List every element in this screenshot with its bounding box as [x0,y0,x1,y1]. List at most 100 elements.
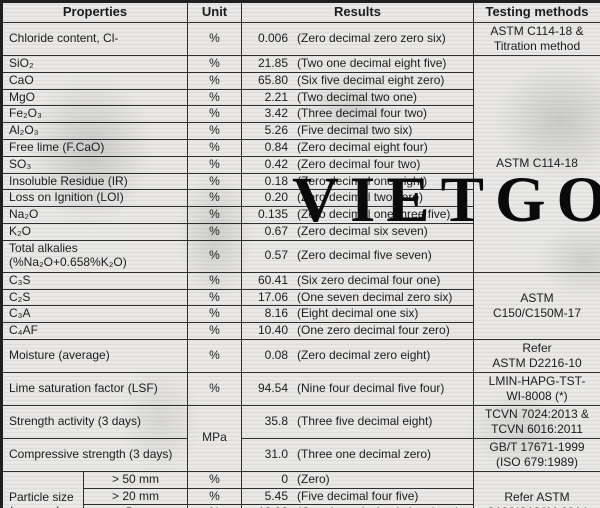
result-words: (One seven decimal zero six) [297,289,453,304]
result-cell: 10.40 (One zero decimal four zero) [241,322,474,340]
property-cell: Moisture (average) [1,338,188,373]
unit-cell: % [187,487,242,506]
result-cell: 21.85 (Two one decimal eight five) [241,54,474,73]
header-properties: Properties [1,1,188,23]
table-row: Strength activity (3 days) MPa 35.8 (Thre… [1,404,600,472]
property-cell: Total alkalies (%Na₂O+0.658%K₂O) [1,239,188,273]
result-cell: 17.06 (One seven decimal zero six) [241,288,474,307]
property-cell: Chloride content, Cl- [1,21,188,56]
unit-cell: % [187,271,242,290]
header-testing: Testing methods [473,1,600,23]
result-words: (Three five decimal eight) [297,413,433,428]
property-cell: C₃A [1,305,188,324]
result-value: 94.54 [257,380,288,395]
table-row: Lime saturation factor (LSF) % 94.54 (Nin… [1,371,600,406]
result-words: (Zero decimal zero zero six) [297,31,446,46]
result-value: 13.93 [244,506,288,508]
table-row: > 20 mm % 5.45 (Five decimal four five) [2,487,600,506]
unit-cell: % [187,189,242,208]
table-row: C₃S % 60.41 (Six zero decimal four one) A… [1,271,600,340]
result-words: (Zero) [297,471,330,486]
result-words: (Zero decimal two zero) [297,190,424,205]
unit-cell: % [187,54,242,73]
unit-cell: % [187,288,242,307]
result-words: (One three decimal nine three) [297,506,460,508]
result-value: 0.42 [264,156,288,171]
result-cell: 0.006 (Zero decimal zero zero six) [241,21,474,56]
header-unit: Unit [187,1,242,23]
property-cell: Loss on Ignition (LOI) [1,189,188,208]
property-cell: Na₂O [1,206,188,224]
property-cell: CaO [1,71,188,90]
result-value: 0.18 [264,173,288,188]
result-value: 0.08 [264,347,288,362]
unit-cell: % [187,21,242,56]
property-cell: C₄AF [1,322,188,340]
testing-method-cell: GB/T 17671-1999 (ISO 679:1989) [473,437,600,472]
result-value: 21.85 [257,55,288,70]
result-cell: 65.80 (Six five decimal eight zero) [241,71,474,90]
result-words: (Zero decimal zero eight) [297,347,431,362]
property-cell: C₂S [1,288,188,307]
result-value: 0.20 [264,190,288,205]
table-row: SiO₂ % 21.85 (Two one decimal eight five)… [1,54,600,273]
result-words: (One zero decimal four zero) [297,323,450,338]
result-value: 3.42 [264,106,288,121]
result-cell: 5.45 (Five decimal four five) [241,487,474,506]
result-words: (Zero decimal one eight) [297,173,428,188]
property-cell: Compressive strength (3 days) [1,437,188,472]
unit-cell: % [187,122,242,140]
result-cell: 5.26 (Five decimal two six) [241,122,474,140]
unit-cell: % [187,155,242,174]
unit-cell: % [187,371,242,406]
vietgo-watermark: VIETGO [292,164,600,236]
result-value: 35.8 [264,413,288,428]
property-cell: K₂O [1,222,188,241]
result-cell: 0.20 (Zero decimal two zero) [241,189,474,208]
result-cell: 0.42 (Zero decimal four two) [241,155,474,174]
testing-method-cell: TCVN 7024:2013 & TCVN 6016:2011 [473,404,600,439]
unit-cell: % [187,222,242,241]
result-words: (Six five decimal eight zero) [297,72,445,87]
result-words: (Zero decimal six seven) [297,223,428,238]
unit-cell: % [187,470,242,489]
result-words: (Zero decimal one three five) [297,207,451,222]
result-words: (Eight decimal one six) [297,306,419,321]
result-value: 0 [281,471,288,486]
result-cell: 31.0 (Three one decimal zero) [241,437,474,472]
unit-cell: % [187,105,242,124]
property-cell: Insoluble Residue (IR) [1,172,188,191]
property-cell: C₃S [1,271,188,290]
result-cell: 0 (Zero) [241,470,474,489]
result-words: (Zero decimal eight four) [297,139,428,154]
result-words: (Two decimal two one) [297,89,418,104]
result-value: 0.006 [257,31,288,46]
unit-cell: MPa [187,404,242,472]
result-cell: 3.42 (Three decimal four two) [241,105,474,124]
testing-method-cell: Refer ASTM D2216-10 [473,338,600,373]
result-value: 0.135 [257,207,288,222]
testing-method-cell: Refer ASTM C136/C136M-2014 [473,470,600,508]
result-value: 10.40 [257,323,288,338]
table-row: C₃A % 8.16 (Eight decimal one six) [1,305,600,324]
table-row: Loss on Ignition (LOI) % 0.20 (Zero decim… [1,189,600,208]
table-row: Na₂O % 0.135 (Zero decimal one three five… [1,206,600,224]
result-cell: 0.84 (Zero decimal eight four) [241,138,474,157]
unit-cell: % [187,172,242,191]
unit-cell: % [187,206,242,224]
result-words: (Nine four decimal five four) [297,380,445,395]
result-cell: 35.8 (Three five decimal eight) [241,404,474,439]
property-cell: Lime saturation factor (LSF) [1,371,188,406]
table-row: CaO % 65.80 (Six five decimal eight zero) [1,71,600,90]
header-row: Properties Unit Results Testing methods [1,1,600,23]
unit-cell: % [187,322,242,340]
result-value: 8.16 [264,306,288,321]
result-value: 5.26 [264,123,288,138]
result-cell: 8.16 (Eight decimal one six) [241,305,474,324]
testing-method-cell: ASTM C150/C150M-17 [473,271,600,340]
table-row: C₂S % 17.06 (One seven decimal zero six) [1,288,600,307]
result-cell: 0.08 (Zero decimal zero eight) [241,338,474,373]
unit-cell: % [187,71,242,90]
